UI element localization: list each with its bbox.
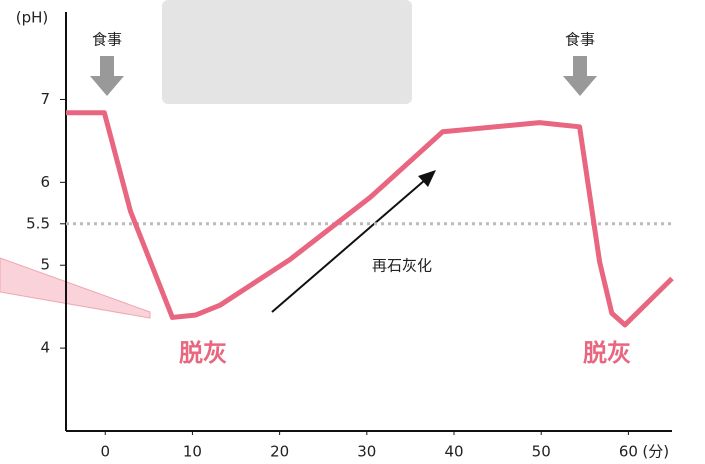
- x-tick-label: 10: [183, 443, 202, 461]
- x-tick-label: 50: [532, 443, 551, 461]
- annotation: 脱灰: [179, 339, 227, 367]
- y-label: (pH): [16, 9, 49, 27]
- ph-curve: [66, 110, 674, 328]
- arrow-line: [271, 179, 426, 313]
- x-tick-label: 40: [444, 443, 463, 461]
- y-tick-label: 5: [40, 256, 50, 274]
- annotation: 脱灰: [583, 339, 631, 367]
- x-tick-label: 0: [100, 443, 110, 461]
- x-tick-label: 60: [619, 443, 638, 461]
- y-tick-label: 7: [40, 90, 50, 108]
- annotation: 食事: [565, 31, 595, 49]
- down-arrow: [90, 56, 124, 96]
- x-tick-label: 20: [270, 443, 289, 461]
- x-label: (分): [642, 443, 669, 461]
- down-arrow: [563, 56, 597, 96]
- illustration: [162, 0, 412, 104]
- annotation: 再石灰化: [372, 257, 432, 275]
- annotation: 食事: [92, 31, 122, 49]
- y-tick-label: 5.5: [26, 214, 50, 232]
- y-tick-label: 6: [40, 173, 50, 191]
- arrow-head: [418, 170, 436, 187]
- callout: [0, 257, 151, 319]
- y-tick-label: 4: [40, 339, 50, 357]
- x-tick-label: 30: [357, 443, 376, 461]
